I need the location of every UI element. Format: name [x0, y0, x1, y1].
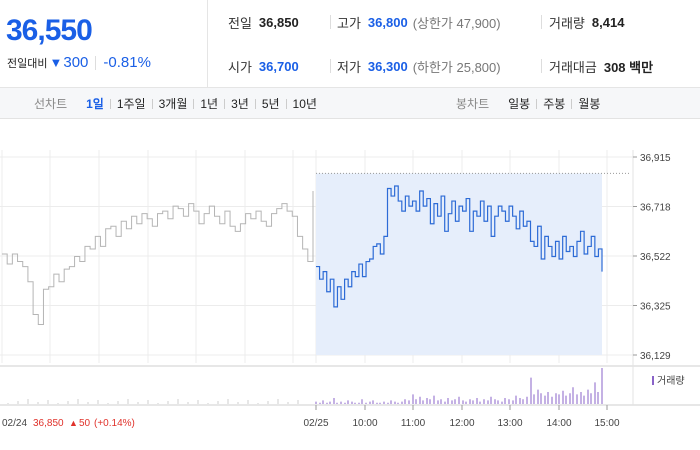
period-tab-3m[interactable]: 3개월 — [158, 97, 188, 111]
stat-volume: 거래량 8,414 — [549, 0, 624, 44]
price-chart: 36,915 36,718 36,522 36,325 36,129 02/25 10:0… — [0, 120, 700, 450]
y-tick-label: 36,325 — [640, 302, 671, 313]
divider — [541, 59, 542, 73]
stat-high: 고가 36,800 (상한가 47,900) — [337, 0, 501, 44]
prev-day-info: 02/24 36,850 ▲ 50 (+0.14%) — [2, 418, 135, 429]
divider — [193, 98, 195, 109]
candle-tab-daily[interactable]: 일봉 — [508, 97, 531, 111]
stat-low: 저가 36,300 (하한가 25,800) — [337, 44, 501, 88]
x-tick-label: 15:00 — [594, 418, 619, 429]
prev-change-text: 50 — [79, 418, 91, 429]
divider — [571, 98, 573, 109]
stat-label: 전일 — [228, 15, 252, 31]
line-chart-periods: 선차트 1일 1주일 3개월 1년 3년 5년 10년 — [34, 88, 323, 119]
prev-day-tick: 02/24 — [2, 418, 27, 429]
divider — [330, 59, 331, 73]
period-tab-1w[interactable]: 1주일 — [116, 97, 146, 111]
volume-legend: 거래량 — [652, 375, 685, 387]
candle-chart-title: 봉차트 — [456, 97, 490, 111]
y-tick-label: 36,129 — [640, 351, 671, 362]
volume-bars — [7, 368, 603, 404]
candle-tab-monthly[interactable]: 월봉 — [578, 97, 601, 111]
period-tab-1d[interactable]: 1일 — [86, 97, 104, 111]
divider — [536, 98, 538, 109]
stat-label: 거래량 — [549, 15, 585, 31]
y-tick-label: 36,718 — [640, 203, 671, 214]
x-tick-label: 13:00 — [497, 418, 522, 429]
stat-value: 8,414 — [591, 14, 625, 30]
x-tick-label: 12:00 — [449, 418, 474, 429]
change-row: 전일대비 ▼ 300 -0.81% — [7, 54, 151, 71]
x-tick-label: 10:00 — [352, 418, 377, 429]
x-tick-label: 14:00 — [546, 418, 571, 429]
candle-chart-periods: 봉차트 일봉 주봉 월봉 — [456, 88, 606, 119]
period-tab-10y[interactable]: 10년 — [292, 97, 317, 111]
price-chart-svg: 36,915 36,718 36,522 36,325 36,129 02/25 10:0… — [0, 150, 700, 429]
x-tick-label: 11:00 — [401, 418, 426, 429]
stat-upper-limit: (상한가 47,900) — [412, 15, 501, 31]
stat-label: 거래대금 — [549, 59, 597, 75]
x-tick-label: 02/25 — [303, 418, 328, 429]
period-tab-3y[interactable]: 3년 — [231, 97, 249, 111]
chart-toolbar: 선차트 1일 1주일 3개월 1년 3년 5년 10년 봉차트 일봉 주봉 월봉 — [0, 88, 700, 119]
period-tab-5y[interactable]: 5년 — [261, 97, 280, 111]
divider — [330, 15, 331, 29]
candle-tab-weekly[interactable]: 주봉 — [543, 97, 566, 111]
x-axis-ticks: 02/25 10:00 11:00 12:00 13:00 14:00 15:00 — [303, 405, 620, 429]
today-range-area — [316, 173, 602, 355]
stat-lower-limit: (하한가 25,800) — [412, 59, 501, 75]
stat-label: 고가 — [337, 15, 361, 31]
prev-day-series-line — [2, 191, 314, 326]
divider — [95, 55, 97, 70]
divider — [224, 98, 226, 109]
stat-value: 36,800 — [367, 14, 408, 30]
line-chart-title: 선차트 — [34, 97, 68, 111]
volume-legend-swatch — [652, 376, 654, 385]
prev-change-pct: (+0.14%) — [94, 418, 135, 429]
stat-prev-close: 전일 36,850 — [228, 0, 299, 44]
stat-trade-value: 거래대금 308 백만 — [549, 44, 653, 88]
volume-legend-label: 거래량 — [657, 375, 685, 387]
prev-close-text: 36,850 — [33, 418, 64, 429]
change-percent: -0.81% — [103, 54, 151, 71]
divider — [254, 98, 256, 109]
up-triangle-icon: ▲ — [69, 418, 78, 428]
y-tick-label: 36,522 — [640, 252, 671, 263]
stat-value: 308 백만 — [603, 59, 654, 75]
y-tick-label: 36,915 — [640, 153, 671, 164]
y-axis-ticks: 36,915 36,718 36,522 36,325 36,129 — [633, 153, 671, 362]
divider — [109, 98, 111, 109]
quote-summary: 36,550 전일대비 ▼ 300 -0.81% 전일 36,850 고가 36… — [0, 0, 700, 88]
divider — [541, 15, 542, 29]
price-box: 36,550 전일대비 ▼ 300 -0.81% — [0, 0, 208, 88]
down-triangle-icon: ▼ — [49, 55, 63, 70]
stat-value: 36,700 — [258, 58, 299, 74]
stat-label: 시가 — [228, 59, 252, 75]
divider — [285, 98, 287, 109]
divider — [151, 98, 153, 109]
period-tab-1y[interactable]: 1년 — [200, 97, 219, 111]
stat-value: 36,300 — [367, 58, 408, 74]
stats-grid: 전일 36,850 고가 36,800 (상한가 47,900) 거래량 8,4… — [208, 0, 700, 88]
change-label: 전일대비 — [7, 57, 48, 70]
stat-value: 36,850 — [258, 14, 299, 30]
today-series-line — [316, 185, 603, 308]
stat-label: 저가 — [337, 59, 361, 75]
stat-open: 시가 36,700 — [228, 44, 299, 88]
change-value: 300 — [63, 54, 89, 71]
current-price: 36,550 — [6, 14, 93, 47]
